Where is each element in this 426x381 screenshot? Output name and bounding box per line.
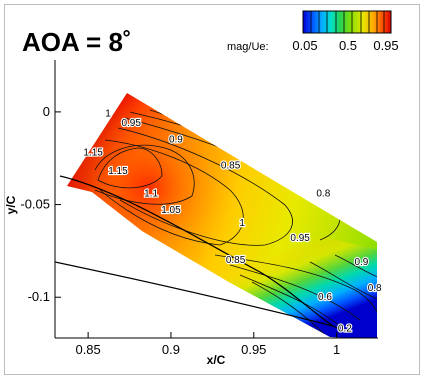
x-axis-label: x/C	[207, 353, 226, 367]
contour-label: 0.2	[338, 324, 352, 335]
y-tick-label: -0.1	[28, 289, 50, 304]
contour-label: 0.6	[318, 292, 332, 303]
contour-label: 0.95	[290, 233, 310, 244]
legend-tick: 0.95	[373, 38, 398, 53]
legend-tick: 0.05	[292, 38, 317, 53]
contour-label: 0.8	[368, 283, 382, 294]
contour-label: 0.85	[221, 161, 241, 172]
y-tick-label: -0.05	[20, 197, 50, 212]
contour-label: 0.9	[169, 135, 183, 146]
contour-label: 0.95	[121, 118, 141, 129]
y-axis-label: y/C	[4, 195, 18, 214]
colorbar	[303, 11, 391, 33]
contour-label: 0.85	[226, 255, 246, 266]
legend-label: mag/Ue:	[227, 41, 269, 53]
contour-label: 1.1	[144, 188, 158, 199]
colorbar-legend: mag/Ue: 0.05 0.5 0.95	[227, 11, 399, 53]
contour-label: 0.8	[316, 188, 330, 199]
contour-label: 1.15	[108, 166, 128, 177]
legend-tick: 0.5	[339, 38, 357, 53]
x-tick-label: 0.85	[75, 342, 100, 357]
x-tick-label: 0.95	[241, 342, 266, 357]
contour-label: 1.15	[83, 148, 103, 159]
chart-title: AOA = 8˚	[22, 27, 132, 57]
x-tick-label: 1	[333, 342, 340, 357]
contour-label: 1.05	[161, 205, 181, 216]
contour-label: 1	[239, 218, 245, 229]
contour-label: 0.9	[354, 257, 368, 268]
contour-field	[55, 80, 385, 350]
contour-label: 1	[105, 109, 111, 120]
y-tick-label: 0	[43, 104, 50, 119]
x-tick-label: 0.9	[162, 342, 180, 357]
